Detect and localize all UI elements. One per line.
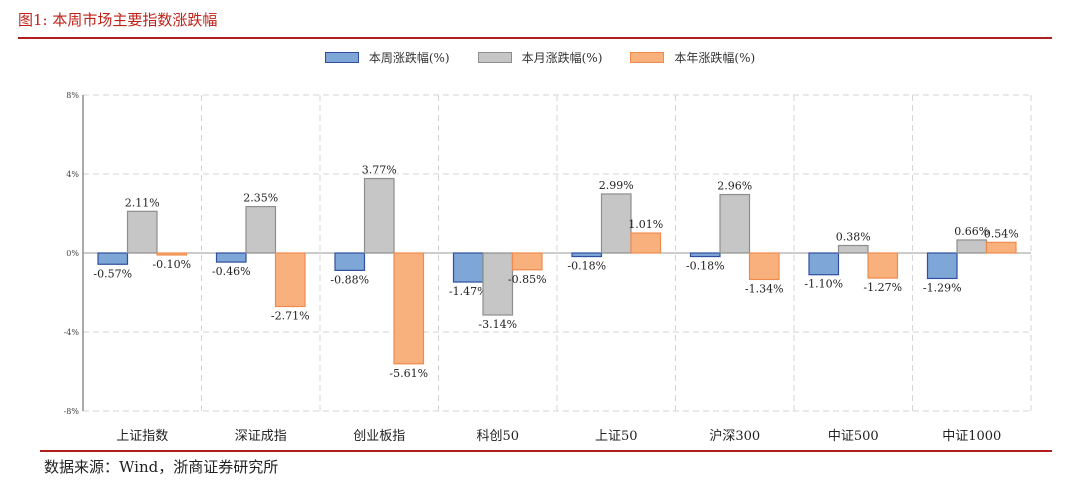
x-tick-label: 上证50 (595, 429, 638, 444)
x-tick-label: 中证1000 (942, 429, 1001, 444)
data-label-week: -0.18% (567, 260, 606, 273)
top-divider (18, 37, 1052, 39)
bar-month (600, 193, 632, 254)
bar-month (363, 177, 395, 254)
legend-item-week: 本周涨跌幅(%) (324, 49, 450, 66)
data-label-month: 3.77% (362, 164, 397, 177)
bar-month (837, 244, 869, 254)
data-label-month: 2.99% (599, 179, 634, 192)
x-tick-label: 深证成指 (235, 429, 287, 444)
bar-year (985, 241, 1017, 254)
data-label-month: 2.11% (125, 196, 160, 209)
data-label-year: -0.10% (152, 258, 191, 271)
bar-week (689, 252, 721, 258)
bar-year (274, 252, 306, 308)
data-label-month: 0.38% (836, 230, 871, 243)
data-label-year: -1.27% (863, 281, 902, 294)
bar-year (748, 252, 780, 281)
legend-label-year: 本年涨跌幅(%) (674, 51, 756, 65)
data-label-month: 0.66% (954, 225, 989, 238)
data-label-year: -0.85% (508, 273, 547, 286)
chart-legend: 本周涨跌幅(%) 本月涨跌幅(%) 本年涨跌幅(%) (0, 49, 1080, 66)
bottom-divider (40, 450, 1052, 452)
data-label-month: 2.35% (243, 192, 278, 205)
data-label-week: -0.46% (212, 265, 251, 278)
legend-label-week: 本周涨跌幅(%) (368, 51, 450, 65)
data-label-year: -1.34% (745, 282, 784, 295)
legend-item-year: 本年涨跌幅(%) (630, 49, 755, 66)
data-label-week: -1.29% (923, 281, 962, 294)
bar-month (126, 210, 158, 254)
bar-month (956, 239, 988, 254)
bar-week (215, 252, 247, 263)
data-label-month: -3.14% (478, 318, 517, 331)
x-tick-label: 沪深300 (709, 428, 760, 444)
data-label-month: 2.96% (717, 180, 752, 193)
bar-week (808, 252, 840, 276)
source-note: 数据来源：Wind，浙商证券研究所 (44, 458, 279, 476)
y-tick-label: 0% (66, 249, 79, 258)
legend-swatch-year (630, 52, 665, 63)
bar-month (719, 193, 751, 254)
y-tick-label: 8% (66, 91, 79, 100)
data-label-week: -0.57% (93, 267, 132, 280)
bar-week (926, 252, 958, 280)
x-tick-label: 创业板指 (353, 429, 405, 444)
data-label-year: -2.71% (271, 310, 310, 323)
figure-title: 图1: 本周市场主要指数涨跌幅 (18, 11, 218, 29)
y-tick-label: -8% (64, 407, 80, 416)
bar-month (482, 252, 514, 316)
y-tick-label: -4% (64, 328, 80, 337)
x-tick-label: 上证指数 (116, 429, 168, 444)
legend-swatch-month (477, 52, 512, 63)
bar-month (245, 205, 277, 254)
bar-year (630, 232, 662, 254)
bar-week (452, 252, 484, 283)
y-tick-label: 4% (66, 170, 79, 179)
data-label-week: -1.47% (449, 285, 488, 298)
legend-label-month: 本月涨跌幅(%) (521, 51, 603, 65)
bar-year (511, 252, 543, 271)
bar-week (571, 252, 603, 258)
data-label-year: 0.54% (984, 227, 1019, 240)
data-label-week: -1.10% (804, 278, 843, 291)
x-tick-label: 中证500 (828, 429, 879, 444)
legend-item-month: 本月涨跌幅(%) (477, 49, 603, 66)
legend-swatch-week (324, 52, 359, 63)
bar-year (156, 252, 188, 256)
x-tick-label: 科创50 (476, 429, 519, 444)
data-label-year: 1.01% (628, 218, 663, 231)
data-label-year: -5.61% (389, 367, 428, 380)
bar-year (867, 252, 899, 279)
bar-week (97, 252, 129, 265)
data-label-week: -0.88% (330, 273, 369, 286)
bar-week (334, 252, 366, 271)
data-label-week: -0.18% (686, 260, 725, 273)
bar-year (393, 252, 425, 365)
